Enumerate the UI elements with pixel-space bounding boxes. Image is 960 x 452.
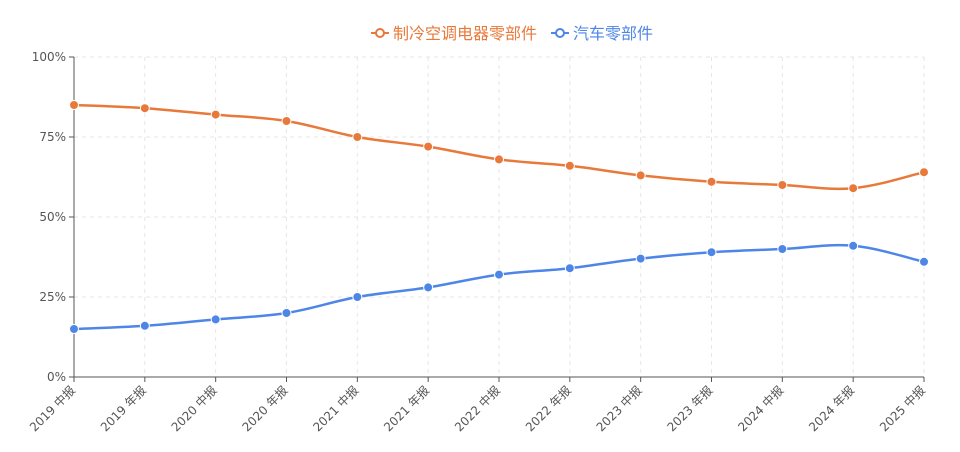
legend-marker-0 xyxy=(375,28,385,38)
data-point-0 xyxy=(423,141,434,152)
y-tick-label: 50% xyxy=(39,210,66,224)
data-point-1 xyxy=(635,253,646,264)
y-tick-label: 100% xyxy=(32,50,66,64)
y-tick-label: 25% xyxy=(39,290,66,304)
data-point-1 xyxy=(564,263,575,274)
data-point-0 xyxy=(706,176,717,187)
data-point-0 xyxy=(919,167,929,178)
data-point-1 xyxy=(139,320,150,331)
data-point-1 xyxy=(706,247,717,258)
data-point-1 xyxy=(69,324,79,334)
x-tick-label: 2021 年报 xyxy=(380,383,432,435)
y-tick-label: 0% xyxy=(47,370,66,384)
data-point-0 xyxy=(281,116,292,126)
data-point-0 xyxy=(777,180,788,190)
data-point-0 xyxy=(352,132,363,142)
legend-label-1: 汽车零部件 xyxy=(573,24,653,43)
data-point-1 xyxy=(777,244,788,254)
data-point-0 xyxy=(494,154,504,165)
x-tick-label: 2022 年报 xyxy=(522,383,574,435)
data-point-1 xyxy=(423,282,434,293)
data-point-1 xyxy=(352,292,363,302)
x-tick-label: 2020 中报 xyxy=(168,383,220,435)
x-tick-label: 2023 年报 xyxy=(664,383,716,435)
data-point-1 xyxy=(494,269,504,280)
y-tick-label: 75% xyxy=(39,130,66,144)
data-point-1 xyxy=(848,240,859,251)
data-point-1 xyxy=(919,256,929,267)
data-point-0 xyxy=(848,183,859,194)
data-point-0 xyxy=(564,160,575,171)
x-tick-label: 2024 中报 xyxy=(735,383,787,435)
x-tick-label: 2024 年报 xyxy=(805,383,857,435)
x-tick-label: 2021 中报 xyxy=(310,383,362,435)
x-tick-label: 2019 中报 xyxy=(26,383,78,435)
data-point-1 xyxy=(281,308,292,318)
x-tick-label: 2025 中报 xyxy=(876,383,928,435)
data-point-0 xyxy=(635,170,646,181)
data-point-0 xyxy=(139,103,150,114)
x-tick-label: 2023 中报 xyxy=(593,383,645,435)
x-tick-label: 2020 年报 xyxy=(239,383,291,435)
legend-label-0: 制冷空调电器零部件 xyxy=(393,24,537,43)
data-point-1 xyxy=(210,314,221,325)
data-point-0 xyxy=(210,109,221,120)
x-tick-label: 2022 中报 xyxy=(451,383,503,435)
data-point-0 xyxy=(69,100,79,110)
x-tick-label: 2019 年报 xyxy=(97,383,149,435)
legend-marker-1 xyxy=(555,28,565,38)
